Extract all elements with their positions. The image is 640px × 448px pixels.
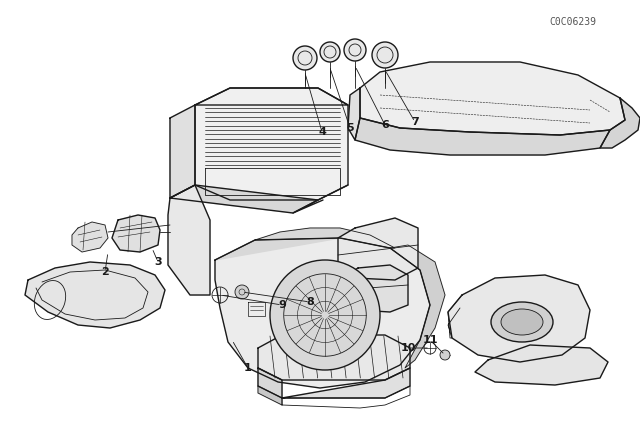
Text: 3: 3 xyxy=(154,257,162,267)
Polygon shape xyxy=(348,88,360,140)
Polygon shape xyxy=(355,118,610,155)
Ellipse shape xyxy=(501,309,543,335)
Circle shape xyxy=(293,46,317,70)
Polygon shape xyxy=(338,218,418,280)
Circle shape xyxy=(344,39,366,61)
Polygon shape xyxy=(475,345,608,385)
Circle shape xyxy=(270,260,380,370)
Text: 5: 5 xyxy=(346,123,354,133)
Polygon shape xyxy=(112,215,160,252)
Text: 8: 8 xyxy=(306,297,314,307)
Polygon shape xyxy=(72,222,108,252)
Polygon shape xyxy=(342,265,408,312)
Polygon shape xyxy=(600,98,640,148)
Polygon shape xyxy=(258,386,282,405)
Text: 9: 9 xyxy=(278,300,286,310)
Polygon shape xyxy=(258,368,282,398)
Text: 4: 4 xyxy=(318,127,326,137)
Polygon shape xyxy=(390,245,445,368)
Circle shape xyxy=(372,42,398,68)
Polygon shape xyxy=(215,228,395,260)
Text: 11: 11 xyxy=(422,335,438,345)
Circle shape xyxy=(320,42,340,62)
Ellipse shape xyxy=(491,302,553,342)
Polygon shape xyxy=(448,275,590,362)
Polygon shape xyxy=(258,335,410,380)
Polygon shape xyxy=(215,238,430,388)
Circle shape xyxy=(440,350,450,360)
Text: 2: 2 xyxy=(101,267,109,277)
Text: 7: 7 xyxy=(411,117,419,127)
Text: 10: 10 xyxy=(400,343,416,353)
Polygon shape xyxy=(282,368,410,398)
Polygon shape xyxy=(25,262,165,328)
Polygon shape xyxy=(168,185,210,295)
Polygon shape xyxy=(170,105,195,198)
Polygon shape xyxy=(360,62,625,135)
Circle shape xyxy=(235,285,249,299)
Text: 1: 1 xyxy=(244,363,252,373)
Text: C0C06239: C0C06239 xyxy=(549,17,596,26)
Polygon shape xyxy=(170,185,318,213)
Polygon shape xyxy=(195,88,348,200)
Text: 6: 6 xyxy=(381,120,389,130)
